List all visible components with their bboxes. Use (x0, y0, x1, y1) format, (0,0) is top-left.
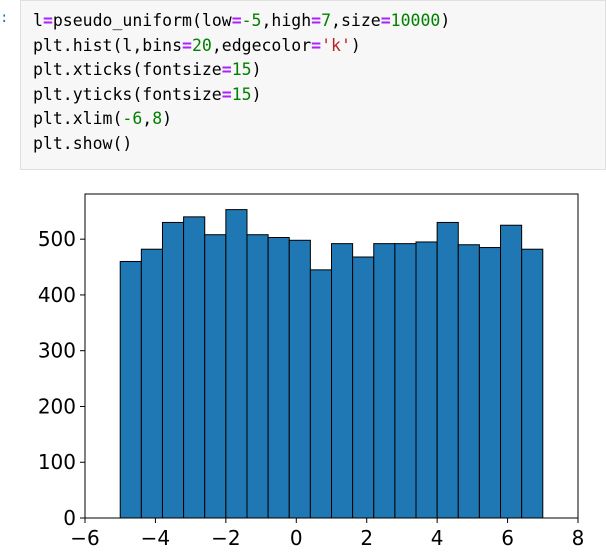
bar (457, 244, 480, 519)
code-line: plt.show() (33, 132, 605, 157)
code-token: ,size (331, 11, 381, 30)
bar (478, 247, 502, 519)
code-token: = (221, 84, 232, 104)
code-token: plt.yticks(fontsize (33, 84, 222, 104)
x-tick-label: 8 (572, 526, 585, 550)
code-token: 10000 (390, 11, 441, 30)
axes-frame (84, 193, 579, 519)
bar (373, 243, 396, 519)
code-token: 'k' (321, 35, 351, 55)
code-token: plt.xticks(fontsize (33, 60, 222, 79)
bar (394, 243, 417, 519)
bar (119, 260, 142, 519)
y-tick-label: 500 (38, 227, 76, 251)
bar (500, 224, 523, 519)
bar (140, 248, 163, 519)
bar (267, 236, 290, 519)
x-tick-label: −6 (70, 526, 99, 550)
bar (183, 216, 206, 519)
code-token: = (380, 11, 391, 30)
code-line: plt.yticks(fontsize=15) (33, 83, 605, 108)
code-token: ,edgecolor (211, 35, 312, 55)
code-token: = (311, 35, 322, 55)
bar (331, 243, 354, 519)
code-token: -6 (122, 109, 143, 128)
code-line: plt.xticks(fontsize=15) (33, 58, 605, 83)
bar (161, 221, 185, 519)
bar (309, 269, 332, 519)
code-token: plt.show() (33, 133, 133, 153)
code-cell[interactable]: l=pseudo_uniform(low=-5,high=7,size=1000… (20, 0, 606, 170)
code-token: = (231, 11, 242, 30)
x-tick-label: −2 (211, 526, 240, 550)
bar (436, 221, 459, 519)
code-token: ) (162, 109, 173, 128)
code-token: ) (440, 11, 451, 30)
code-token: = (182, 35, 192, 55)
bar (204, 234, 227, 519)
y-tick-label: 0 (63, 506, 76, 530)
code-token: = (311, 11, 322, 30)
bar (246, 234, 269, 519)
x-tick-label: 2 (360, 526, 373, 550)
code-token: 20 (191, 35, 212, 55)
code-token: 8 (152, 109, 163, 128)
code-token: l (33, 11, 43, 30)
x-tick-label: 0 (290, 526, 303, 550)
code-token: ) (251, 60, 262, 79)
code-token: ) (251, 84, 262, 104)
bar (288, 239, 311, 519)
code-token: pseudo_uniform(low (52, 11, 232, 30)
code-token: -5 (241, 11, 262, 30)
bar (352, 256, 375, 519)
code-token: ) (350, 35, 361, 55)
code-token: plt.hist(l,bins (33, 35, 183, 55)
y-tick-label: 400 (38, 283, 76, 307)
y-tick-label: 100 (38, 450, 76, 474)
cell-marker: : (0, 10, 9, 26)
code-token: 15 (231, 60, 252, 79)
bar (225, 209, 248, 519)
x-tick-label: 6 (501, 526, 514, 550)
code-token: = (221, 60, 232, 79)
code-token: , (142, 109, 153, 128)
y-tick-label: 300 (38, 339, 76, 363)
bar (521, 248, 544, 519)
bar (415, 241, 438, 519)
x-tick-label: −4 (141, 526, 170, 550)
chart: 0 100 200 300 400 500 −6 −4 −2 0 2 4 6 8 (38, 193, 585, 550)
code-token: ,high (261, 11, 312, 30)
code-line: plt.hist(l,bins=20,edgecolor='k') (33, 34, 605, 59)
code-token: = (42, 11, 53, 30)
code-line: l=pseudo_uniform(low=-5,high=7,size=1000… (33, 9, 605, 34)
x-tick-label: 4 (431, 526, 444, 550)
code-token: plt.xlim( (33, 109, 123, 128)
y-tick-label: 200 (38, 394, 76, 418)
code-token: 7 (321, 11, 332, 30)
code-line: plt.xlim(-6,8) (33, 107, 605, 132)
code-token: 15 (231, 84, 252, 104)
